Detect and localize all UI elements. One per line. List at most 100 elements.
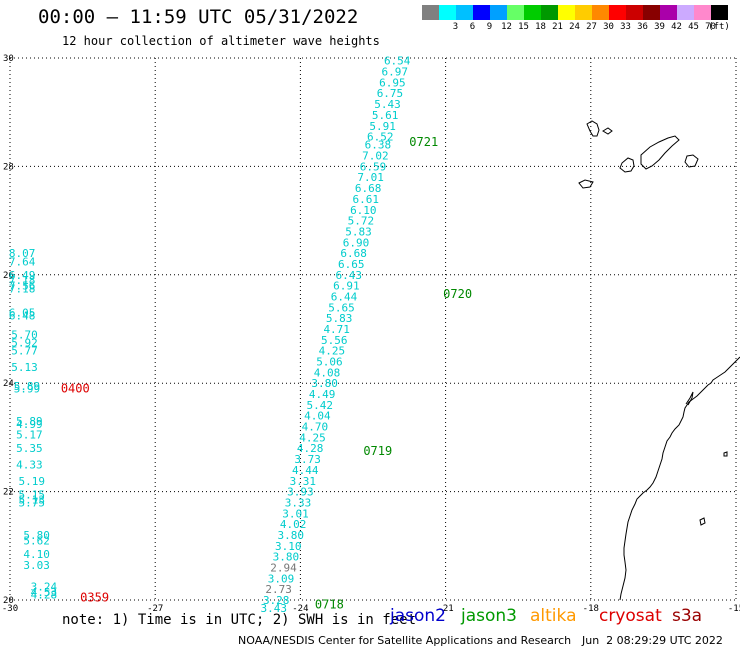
pass-time-labels: 0721 0720 0719 0718 0400 0359 xyxy=(61,135,472,611)
wave-height-value: 4.28 xyxy=(31,589,58,602)
wave-height-value: 3.33 xyxy=(285,496,312,509)
legend-swatch xyxy=(660,5,677,20)
wave-height-value: 6.59 xyxy=(360,160,387,173)
pass-time-label: 0721 xyxy=(409,135,438,149)
wave-height-value: 5.65 xyxy=(328,301,355,314)
legend-label: 12 xyxy=(501,22,512,32)
island-la-palma xyxy=(586,120,600,137)
wave-height-value: 4.28 xyxy=(297,442,324,455)
wave-height-value: 3.80 xyxy=(311,377,338,390)
wave-height-value: 5.99 xyxy=(14,383,41,396)
satellite-name-jason2: jason2 xyxy=(390,606,446,626)
wave-height-value: 7.18 xyxy=(9,282,36,295)
wave-height-value: 3.28 xyxy=(263,594,290,607)
legend-label: 6 xyxy=(469,22,476,32)
island-small-coast xyxy=(723,451,728,457)
legend-swatch xyxy=(609,5,626,20)
wave-height-value: 7.56 xyxy=(9,280,36,293)
pass-time-label: 0718 xyxy=(315,597,344,611)
wave-height-value: 6.52 xyxy=(367,131,394,144)
wave-height-value: 4.71 xyxy=(323,323,350,336)
wave-height-value: 5.61 xyxy=(372,109,399,122)
wave-height-value: 5.83 xyxy=(326,312,353,325)
legend-swatch xyxy=(626,5,643,20)
footer-timestamp: Jun 2 08:29:29 UTC 2022 xyxy=(582,634,723,647)
wave-height-value: 5.06 xyxy=(316,356,343,369)
legend-label: 15 xyxy=(518,22,529,32)
wave-height-value: 5.35 xyxy=(16,442,43,455)
wave-height-value: 3.43 xyxy=(261,602,288,615)
wave-height-value: 5.91 xyxy=(369,120,396,133)
wave-height-value: 5.43 xyxy=(374,98,401,111)
wave-height-value: 6.68 xyxy=(340,247,367,260)
pass-time-label: 0720 xyxy=(443,287,472,301)
wave-height-value: 7.02 xyxy=(362,150,389,163)
lon-tick-label: -21 xyxy=(437,604,453,614)
legend-swatch xyxy=(643,5,660,20)
wave-height-value: 5.80 xyxy=(23,529,50,542)
wave-height-value: 6.48 xyxy=(9,309,36,322)
lat-tick-label: 24 xyxy=(3,379,14,389)
lon-tick-label: -18 xyxy=(583,604,599,614)
wave-height-value: 2.73 xyxy=(265,583,292,596)
legend-swatch xyxy=(575,5,592,20)
wave-height-value: 4.25 xyxy=(299,431,326,444)
wave-height-value: 5.83 xyxy=(345,225,372,238)
legend-label: 45 xyxy=(688,22,699,32)
map-title: 00:00 – 11:59 UTC 05/31/2022 xyxy=(38,6,359,28)
wave-height-value: 6.10 xyxy=(350,204,377,217)
island-tidra xyxy=(699,517,706,526)
wave-height-value: 5.70 xyxy=(11,328,38,341)
legend-label: 21 xyxy=(552,22,563,32)
footer-credit: NOAA/NESDIS Center for Satellite Applica… xyxy=(238,634,572,647)
wave-height-value: 3.24 xyxy=(31,580,58,593)
wave-height-value: 4.44 xyxy=(292,464,319,477)
wave-height-value: 5.17 xyxy=(16,429,43,442)
legend-swatch xyxy=(439,5,456,20)
wave-height-value: 3.31 xyxy=(290,475,317,488)
legend-label: 3 xyxy=(452,22,459,32)
cape-blanc xyxy=(685,391,694,406)
legend-unit: (ft) xyxy=(708,22,730,32)
lon-tick-label: -30 xyxy=(2,604,18,614)
wave-height-value: 7.64 xyxy=(9,255,36,268)
wave-height-value: 3.93 xyxy=(287,486,314,499)
wave-height-value: 3.80 xyxy=(273,551,300,564)
legend-label: 18 xyxy=(535,22,546,32)
cryosat-track-west: 8.077.646.497.187.567.18 6.056.48 5.705.92… xyxy=(9,247,58,601)
wave-height-value: 5.72 xyxy=(348,215,375,228)
legend-label: 24 xyxy=(569,22,580,32)
wave-height-value: 5.92 xyxy=(11,337,38,350)
satellite-name-s3a: s3a xyxy=(672,606,703,626)
legend-swatch xyxy=(592,5,609,20)
legend-swatch xyxy=(456,5,473,20)
wave-height-value: 5.19 xyxy=(19,475,46,488)
pass-time-label: 0359 xyxy=(80,590,109,604)
wave-height-value: 3.01 xyxy=(282,507,309,520)
wave-height-value: 4.33 xyxy=(16,459,43,472)
map-subtitle: 12 hour collection of altimeter wave hei… xyxy=(62,34,380,48)
legend-swatch xyxy=(541,5,558,20)
lat-tick-label: 28 xyxy=(3,162,14,172)
island-fuerteventura xyxy=(684,154,699,168)
wave-height-value: 4.49 xyxy=(309,388,336,401)
wave-height-value: 3.73 xyxy=(294,453,321,466)
wave-height-value: 6.61 xyxy=(352,193,379,206)
wave-height-value: 8.07 xyxy=(9,247,36,260)
legend-swatch xyxy=(422,5,439,20)
lat-tick-label: 30 xyxy=(3,54,14,64)
wave-height-value: 5.75 xyxy=(19,496,46,509)
wave-height-value: 5.62 xyxy=(23,534,50,547)
wave-height-value: 4.70 xyxy=(302,421,329,434)
legend-label: 30 xyxy=(603,22,614,32)
legend-label: 39 xyxy=(654,22,665,32)
satellite-name-cryosat: cryosat xyxy=(599,606,662,626)
legend-label: 33 xyxy=(620,22,631,32)
african-coastline xyxy=(619,356,740,601)
pass-time-label: 0719 xyxy=(363,444,392,458)
wave-height-value: 5.42 xyxy=(307,399,334,412)
wave-height-value: 6.65 xyxy=(338,258,365,271)
legend-swatch xyxy=(558,5,575,20)
legend-swatch xyxy=(711,5,728,20)
coastline xyxy=(578,120,740,601)
